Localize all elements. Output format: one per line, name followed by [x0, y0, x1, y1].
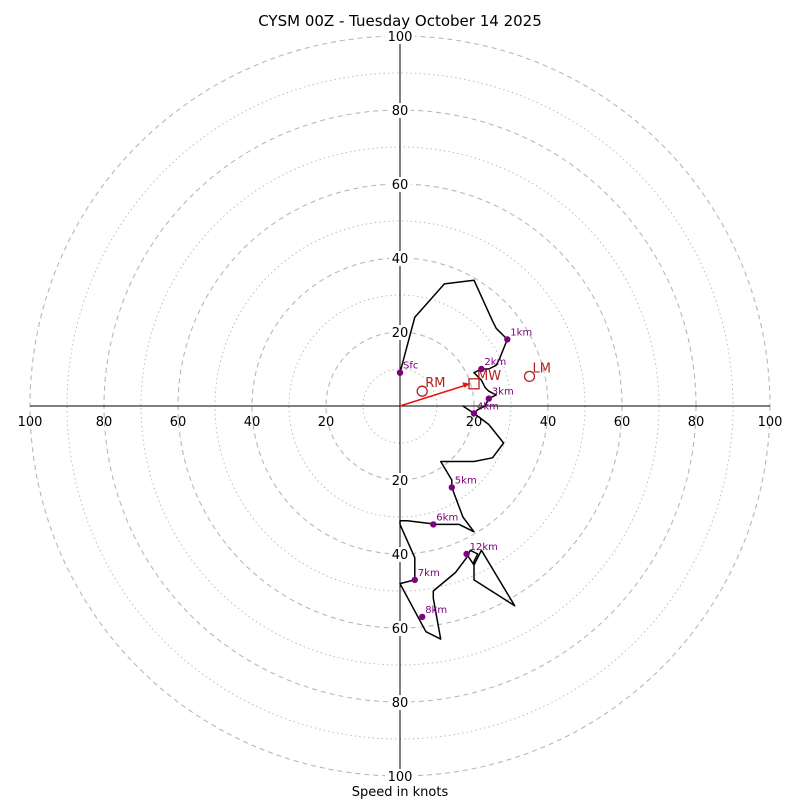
x-axis-label: Speed in knots: [352, 785, 449, 800]
mw-marker: [468, 378, 480, 390]
tick-up-60: 60: [392, 178, 409, 193]
tick-down-bg-20: [389, 473, 411, 488]
tick-left-100: 100: [18, 415, 43, 430]
tick-left-40: 40: [244, 415, 261, 430]
tick-down-60: 60: [392, 622, 409, 637]
tick-up-40: 40: [392, 252, 409, 267]
height-markers: Sfc 1km 2km 3km 4km 5km 6km 7km 8km 12km: [396, 327, 532, 621]
tick-down-100: 100: [388, 770, 413, 785]
tick-left-20: 20: [318, 415, 335, 430]
height-marker-3km: [485, 395, 492, 402]
height-label-7km: 7km: [418, 568, 440, 579]
height-marker-6km: [430, 521, 437, 528]
height-label-3km: 3km: [492, 387, 514, 398]
lm-label: LM: [533, 361, 551, 376]
height-label-5km: 5km: [455, 475, 477, 486]
tick-right-20: 20: [466, 415, 483, 430]
height-label-8km: 8km: [425, 605, 447, 616]
rm-label: RM: [425, 376, 445, 391]
mw-label: MW: [477, 369, 501, 384]
height-marker-8km: [419, 613, 426, 621]
tick-up-bg-20: [389, 325, 411, 340]
tick-down-bg-40: [389, 547, 411, 562]
height-label-1km: 1km: [510, 327, 532, 338]
height-marker-7km: [411, 576, 418, 584]
height-marker-2km: [478, 365, 485, 373]
tick-down-bg-100: [385, 769, 415, 784]
height-marker-12km: [463, 550, 470, 558]
tick-up-bg-40: [389, 251, 411, 266]
tick-right-80: 80: [688, 415, 705, 430]
tick-labels: 20 20 20 20 40 40 40 40 60 60 60 60 80 80 80 80 100 100 10…: [18, 29, 783, 785]
tick-down-bg-80: [389, 695, 411, 710]
hodograph-trace-line: [399, 279, 516, 640]
height-marker-4km: [470, 410, 478, 417]
tick-down-80: 80: [392, 696, 409, 711]
tick-left-80: 80: [96, 415, 113, 430]
hodograph-trace: [399, 279, 516, 640]
tick-up-20: 20: [392, 326, 409, 341]
height-label-4km: 4km: [477, 401, 499, 412]
tick-up-80: 80: [392, 104, 409, 119]
tick-up-100: 100: [388, 30, 413, 45]
rm-marker: [416, 385, 428, 397]
tick-down-20: 20: [392, 474, 409, 489]
height-marker-sfc: [396, 369, 404, 376]
height-label-12km: 12km: [470, 542, 498, 553]
height-marker-1km: [504, 336, 511, 343]
mean-wind-arrow: [399, 384, 467, 407]
lm-marker: [523, 370, 536, 383]
tick-right-100: 100: [758, 415, 783, 430]
tick-up-bg-100: [385, 29, 415, 44]
height-label-6km: 6km: [436, 512, 458, 523]
height-label-sfc: Sfc: [403, 361, 418, 372]
tick-right-60: 60: [614, 415, 631, 430]
tick-down-bg-60: [389, 621, 411, 636]
tick-up-bg-80: [389, 103, 411, 118]
mean-wind-arrowhead: [462, 382, 471, 388]
storm-motion-markers: RM LM MW: [399, 361, 551, 407]
height-marker-5km: [448, 484, 455, 491]
tick-down-40: 40: [392, 548, 409, 563]
tick-right-40: 40: [540, 415, 557, 430]
height-label-2km: 2km: [484, 357, 506, 368]
tick-left-60: 60: [170, 415, 187, 430]
chart-title: CYSM 00Z - Tuesday October 14 2025: [258, 12, 542, 30]
tick-up-bg-60: [389, 177, 411, 192]
